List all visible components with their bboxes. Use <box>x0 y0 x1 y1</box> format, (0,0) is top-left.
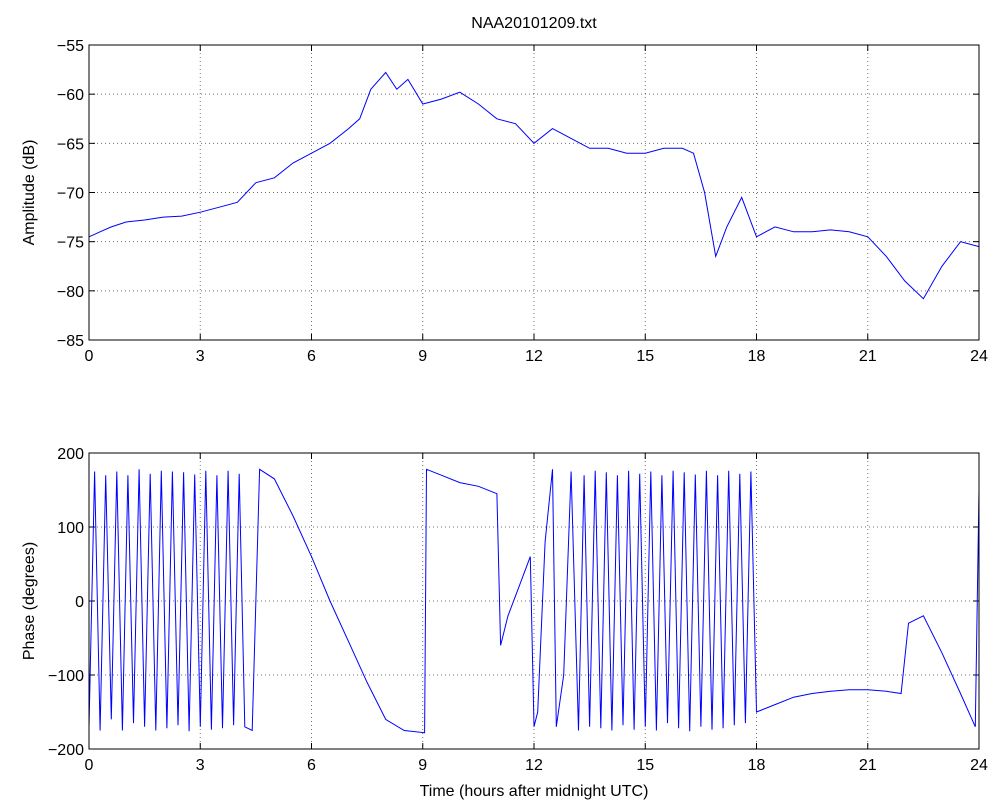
amplitude-title: NAA20101209.txt <box>471 15 597 32</box>
phase-xtick-label: 0 <box>85 757 94 774</box>
phase-ytick-label: −200 <box>48 742 84 759</box>
phase-ytick-label: 100 <box>57 520 84 537</box>
amplitude-ytick-label: −65 <box>57 136 84 153</box>
phase-xtick-label: 18 <box>748 757 766 774</box>
phase-xtick-label: 3 <box>196 757 205 774</box>
amplitude-plot: 0 3 6 9 12 15 18 21 24 −55 −60 −65 −70 −75 −80 −85 NAA20… <box>21 15 988 365</box>
phase-xtick-label: 6 <box>307 757 316 774</box>
phase-xtick-label: 12 <box>525 757 543 774</box>
phase-plot: 0 3 6 9 12 15 18 21 24 200 100 0 −100 −200 Time (hours… <box>21 446 988 800</box>
phase-ylabel: Phase (degrees) <box>21 542 38 660</box>
amplitude-ylabel: Amplitude (dB) <box>21 140 38 246</box>
phase-xtick-label: 15 <box>636 757 654 774</box>
amplitude-xtick-label: 12 <box>525 348 543 365</box>
amplitude-ytick-label: −60 <box>57 87 84 104</box>
amplitude-xtick-label: 3 <box>196 348 205 365</box>
amplitude-ytick-label: −75 <box>57 235 84 252</box>
amplitude-xtick-label: 21 <box>859 348 877 365</box>
amplitude-ytick-label: −80 <box>57 284 84 301</box>
phase-ytick-label: 200 <box>57 446 84 463</box>
amplitude-xtick-label: 15 <box>636 348 654 365</box>
phase-ytick-label: −100 <box>48 668 84 685</box>
amplitude-xtick-label: 24 <box>970 348 988 365</box>
amplitude-axes-frame <box>88 44 980 341</box>
amplitude-ytick-label: −70 <box>57 186 84 203</box>
phase-xtick-label: 21 <box>859 757 877 774</box>
phase-axes-frame <box>88 452 980 750</box>
amplitude-xtick-label: 0 <box>85 348 94 365</box>
phase-ytick-label: 0 <box>75 594 84 611</box>
amplitude-ytick-label: −85 <box>57 333 84 350</box>
amplitude-series-line <box>88 71 980 300</box>
amplitude-xtick-label: 18 <box>748 348 766 365</box>
amplitude-xtick-label: 6 <box>307 348 316 365</box>
amplitude-xtick-label: 9 <box>418 348 427 365</box>
phase-xtick-label: 24 <box>970 757 988 774</box>
phase-series-line <box>88 468 980 734</box>
phase-xlabel: Time (hours after midnight UTC) <box>420 783 649 800</box>
amplitude-ytick-label: −55 <box>57 38 84 55</box>
phase-xtick-label: 9 <box>418 757 427 774</box>
